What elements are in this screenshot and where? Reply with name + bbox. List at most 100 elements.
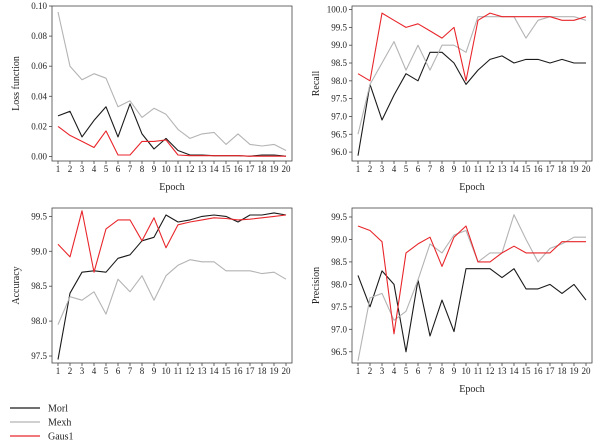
y-tick-label: 96.5 (331, 129, 347, 139)
x-tick-label: 14 (510, 366, 520, 376)
x-tick-label: 6 (116, 164, 121, 174)
chart-panel-2: 1 2 3 4 5 6 7 8 9 10 11 12 13 14 15 16 17 18 19 2096.096.59… (311, 5, 593, 193)
x-tick-label: 16 (234, 164, 244, 174)
y-tick-label: 98.0 (31, 316, 47, 326)
y-tick-label: 99.0 (331, 40, 347, 50)
series-line-morl (357, 268, 587, 353)
x-tick-label: 2 (68, 366, 73, 376)
series-line-gaus1 (57, 210, 287, 273)
y-tick-label: 98.0 (331, 279, 347, 289)
x-tick-label: 11 (474, 164, 483, 174)
x-tick-label: 13 (498, 164, 508, 174)
x-tick-label: 8 (140, 164, 145, 174)
y-tick-label: 0.00 (31, 151, 47, 161)
chart-panel-4: 1 2 3 4 5 6 7 8 9 10 11 12 13 14 15 16 17 18 19 2096.597.09… (311, 207, 593, 395)
series-line-gaus1 (57, 125, 286, 157)
x-tick-label: 13 (198, 164, 208, 174)
y-tick-label: 96.5 (331, 347, 347, 357)
x-tick-label: 12 (186, 366, 195, 376)
x-tick-label: 20 (582, 164, 592, 174)
y-tick-label: 99.5 (331, 22, 347, 32)
x-tick-label: 5 (404, 164, 409, 174)
series-line-mexh (357, 214, 586, 361)
x-tick-label: 5 (104, 366, 109, 376)
x-tick-label: 15 (522, 366, 532, 376)
x-tick-label: 16 (534, 366, 544, 376)
y-tick-label: 97.5 (331, 302, 347, 312)
y-tick-label: 0.10 (31, 1, 47, 11)
legend-label-gaus1: Gaus1 (48, 432, 74, 442)
legend-label-morl: Morl (48, 404, 68, 415)
x-axis-label: Epoch (159, 182, 185, 193)
x-tick-label: 20 (282, 164, 292, 174)
series-line-morl (57, 212, 287, 360)
x-axis-label: Epoch (459, 384, 485, 395)
x-tick-label: 8 (440, 366, 445, 376)
x-tick-label: 3 (80, 366, 85, 376)
y-tick-label: 98.5 (31, 281, 47, 291)
x-tick-label: 18 (258, 366, 268, 376)
x-tick-label: 7 (428, 164, 433, 174)
y-axis-label: Recall (311, 71, 322, 97)
plot-frame (51, 207, 293, 364)
plot-frame (351, 207, 593, 364)
y-tick-label: 97.5 (31, 351, 47, 361)
x-tick-label: 12 (186, 164, 195, 174)
y-tick-label: 98.0 (331, 76, 347, 86)
y-axis-label: Loss function (11, 56, 22, 111)
x-tick-label: 20 (582, 366, 592, 376)
x-tick-label: 17 (546, 366, 556, 376)
x-tick-label: 5 (104, 164, 109, 174)
x-tick-label: 20 (282, 366, 292, 376)
chart-panel-1: 1 2 3 4 5 6 7 8 9 10 11 12 13 14 15 16 17 18 19 200.000.020… (11, 1, 293, 193)
y-tick-label: 100.0 (327, 5, 348, 15)
y-tick-label: 99.0 (331, 234, 347, 244)
y-tick-label: 0.08 (31, 31, 47, 41)
series-line-mexh (57, 11, 287, 151)
legend-label-mexh: Mexh (48, 418, 71, 429)
x-tick-label: 11 (174, 366, 183, 376)
x-tick-label: 14 (210, 164, 220, 174)
x-tick-label: 4 (92, 164, 97, 174)
series-line-morl (57, 103, 287, 157)
x-tick-label: 19 (570, 366, 580, 376)
legend: Morl Mexh Gaus1 (10, 404, 74, 442)
x-tick-label: 9 (152, 366, 157, 376)
y-tick-label: 98.5 (331, 257, 347, 267)
plot-frame (351, 5, 593, 162)
x-tick-label: 1 (356, 164, 361, 174)
y-tick-label: 0.02 (31, 121, 47, 131)
x-tick-label: 10 (162, 164, 172, 174)
y-tick-label: 97.5 (331, 94, 347, 104)
y-tick-label: 96.0 (331, 147, 347, 157)
x-tick-label: 15 (222, 366, 232, 376)
x-tick-label: 6 (416, 366, 421, 376)
x-tick-label: 3 (380, 164, 385, 174)
x-tick-label: 13 (198, 366, 208, 376)
x-tick-label: 13 (498, 366, 508, 376)
x-tick-label: 18 (258, 164, 268, 174)
x-tick-label: 12 (486, 164, 495, 174)
y-tick-label: 97.0 (331, 111, 347, 121)
x-tick-label: 5 (404, 366, 409, 376)
x-tick-label: 2 (68, 164, 73, 174)
x-tick-label: 18 (558, 366, 568, 376)
x-tick-label: 7 (128, 164, 133, 174)
x-tick-label: 17 (246, 164, 256, 174)
y-tick-label: 0.04 (31, 91, 47, 101)
x-tick-label: 7 (428, 366, 433, 376)
x-tick-label: 14 (510, 164, 520, 174)
x-tick-label: 3 (380, 366, 385, 376)
x-tick-label: 9 (452, 366, 457, 376)
x-tick-label: 16 (534, 164, 544, 174)
x-tick-label: 4 (392, 164, 397, 174)
y-tick-label: 99.0 (31, 246, 47, 256)
chart-panel-3: 1 2 3 4 5 6 7 8 9 10 11 12 13 14 15 16 17 18 19 2097.598.09… (11, 207, 293, 376)
plot-frame (51, 5, 293, 162)
x-tick-label: 2 (368, 164, 373, 174)
x-tick-label: 17 (546, 164, 556, 174)
x-tick-label: 10 (462, 164, 472, 174)
x-tick-label: 1 (356, 366, 361, 376)
series-line-mexh (357, 16, 587, 135)
